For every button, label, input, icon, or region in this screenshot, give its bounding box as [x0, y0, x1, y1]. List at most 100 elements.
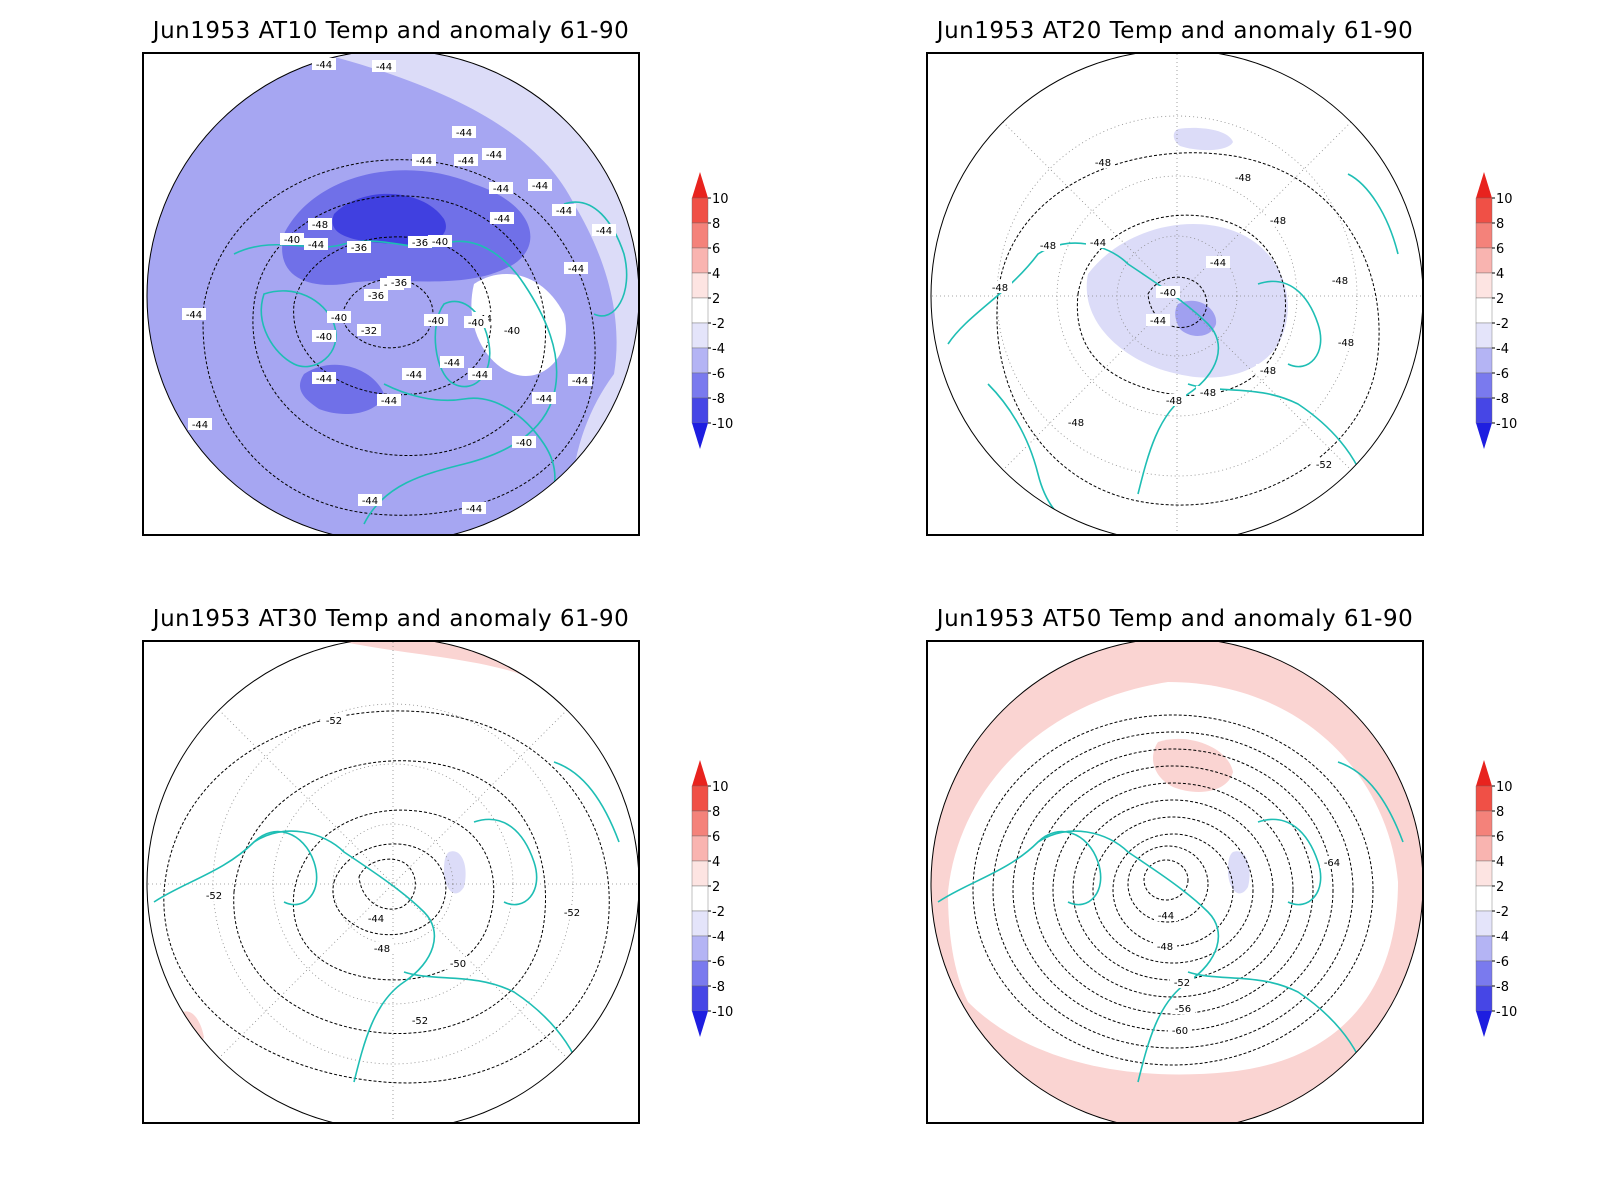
svg-text:-40: -40	[316, 332, 332, 343]
panel-title-at30: Jun1953 AT30 Temp and anomaly 61-90	[152, 606, 630, 632]
colorbar-swatch	[691, 960, 709, 987]
colorbar-arrow-top	[692, 760, 708, 786]
colorbar-tick-label: -8	[712, 392, 725, 407]
contour-label: -36	[387, 276, 411, 289]
contour-label: -44	[568, 374, 592, 387]
contour-label: -44	[564, 262, 588, 275]
contour-label: -52	[560, 906, 584, 919]
contour-labels-at50: -44 -48 -52 -56 -60 -64	[1153, 856, 1344, 1037]
colorbar-tick-label: 4	[1496, 855, 1504, 870]
colorbar-tick-label: -4	[712, 930, 725, 945]
colorbar-swatch	[691, 985, 709, 1012]
contour-label: -44	[1086, 236, 1110, 249]
contour-label: -56	[1171, 1002, 1195, 1015]
coastlines	[937, 761, 1404, 1083]
contour-labels-at20: -48 -48 -48 -48 -44 -44 -48 -40 -44 -48 -48 -48 -48 -…	[988, 156, 1358, 471]
colorbar-tick-label: 8	[1496, 805, 1504, 820]
colorbar-swatch	[1475, 885, 1493, 912]
contour-label: -48	[1064, 416, 1088, 429]
colorbar-swatch	[691, 860, 709, 887]
contour-label: -32	[357, 324, 381, 337]
svg-text:-44: -44	[568, 264, 584, 275]
colorbar-swatch	[1475, 860, 1493, 887]
colorbar-swatch	[1475, 835, 1493, 862]
contour-label: -48	[1231, 171, 1255, 184]
svg-text:-44: -44	[308, 240, 324, 251]
colorbar-swatch	[691, 785, 709, 812]
svg-text:-52: -52	[206, 891, 222, 902]
temperature-contours	[163, 710, 610, 1084]
colorbar-tick-label: -6	[1496, 955, 1509, 970]
svg-text:-48: -48	[374, 944, 390, 955]
svg-text:-48: -48	[992, 283, 1008, 294]
colorbar-at30: 10 8 6 4 2 -2 -4 -6 -8 -10	[688, 758, 768, 1038]
svg-text:-36: -36	[351, 243, 367, 254]
svg-text:-36: -36	[391, 278, 407, 289]
colorbar-tick-label: 6	[712, 242, 720, 257]
colorbar-tick-label: 6	[712, 830, 720, 845]
svg-text:-52: -52	[1316, 460, 1332, 471]
svg-text:-44: -44	[1090, 238, 1106, 249]
contour-labels-at30: -52 -52 -44 -48 -50 -52 -52	[202, 714, 584, 1027]
contour-label: -48	[1162, 394, 1186, 407]
contour-label: -44	[490, 212, 514, 225]
colorbar-arrow-bottom	[1476, 1011, 1492, 1037]
colorbar-tick-label: 2	[712, 880, 720, 895]
svg-text:-44: -44	[493, 184, 509, 195]
colorbar-tick-label: -6	[712, 367, 725, 382]
svg-text:-48: -48	[1270, 216, 1286, 227]
svg-text:-48: -48	[1095, 158, 1111, 169]
colorbar-tick-label: -2	[712, 905, 725, 920]
contour-label: -52	[1170, 976, 1194, 989]
colorbar-tick-label: 10	[1496, 780, 1513, 795]
colorbar-tick-label: 8	[712, 217, 720, 232]
svg-text:-44: -44	[472, 370, 488, 381]
contour-label: -40	[1156, 286, 1180, 299]
colorbar-swatch	[691, 197, 709, 224]
anomaly-shade-positive-2	[1153, 738, 1233, 792]
svg-text:-52: -52	[326, 716, 342, 727]
colorbar-tick-label: -10	[712, 1005, 733, 1020]
colorbar-tick-label: -4	[1496, 342, 1509, 357]
colorbar-tick-label: 2	[1496, 292, 1504, 307]
svg-text:-36: -36	[368, 291, 384, 302]
colorbar-tick-label: -2	[1496, 905, 1509, 920]
svg-text:-44: -44	[376, 62, 392, 73]
colorbar-tick-label: -8	[712, 980, 725, 995]
contour-label: -44	[440, 356, 464, 369]
colorbar-at50: 10 8 6 4 2 -2 -4 -6 -8 -10	[1472, 758, 1552, 1038]
svg-text:-44: -44	[532, 181, 548, 192]
contour-label: -44	[452, 126, 476, 139]
contour-label: -44	[1146, 314, 1170, 327]
contour-label: -40	[428, 235, 452, 248]
colorbar-tick-label: -2	[1496, 317, 1509, 332]
colorbar-swatch	[1475, 397, 1493, 424]
map-frame-at30: -52 -52 -44 -48 -50 -52 -52	[142, 640, 640, 1124]
anomaly-shade-weak	[444, 851, 466, 894]
svg-text:-44: -44	[362, 496, 378, 507]
panel-title-at50: Jun1953 AT50 Temp and anomaly 61-90	[936, 606, 1414, 632]
colorbar-arrow-top	[692, 172, 708, 198]
svg-text:-44: -44	[494, 214, 510, 225]
contour-label: -36	[347, 241, 371, 254]
colorbar-swatch	[1475, 222, 1493, 249]
colorbar-swatch	[1475, 935, 1493, 962]
colorbar-swatch	[1475, 960, 1493, 987]
colorbar-tick-label: 6	[1496, 242, 1504, 257]
graticule	[931, 54, 1422, 534]
svg-text:-44: -44	[381, 396, 397, 407]
contour-label: -48	[370, 942, 394, 955]
map-frame-at50: -44 -48 -52 -56 -60 -64	[926, 640, 1424, 1124]
contour-label: -44	[468, 368, 492, 381]
colorbar-arrow-bottom	[1476, 423, 1492, 449]
svg-text:-48: -48	[1040, 241, 1056, 252]
svg-text:-48: -48	[312, 220, 328, 231]
contour-label: -48	[1091, 156, 1115, 169]
colorbar-swatch	[691, 272, 709, 299]
svg-text:-56: -56	[1175, 1004, 1191, 1015]
contour-label: -48	[988, 281, 1012, 294]
svg-text:-50: -50	[450, 959, 466, 970]
colorbar-tick-label: -4	[1496, 930, 1509, 945]
svg-text:-44: -44	[192, 420, 208, 431]
contour-label: -44	[489, 182, 513, 195]
